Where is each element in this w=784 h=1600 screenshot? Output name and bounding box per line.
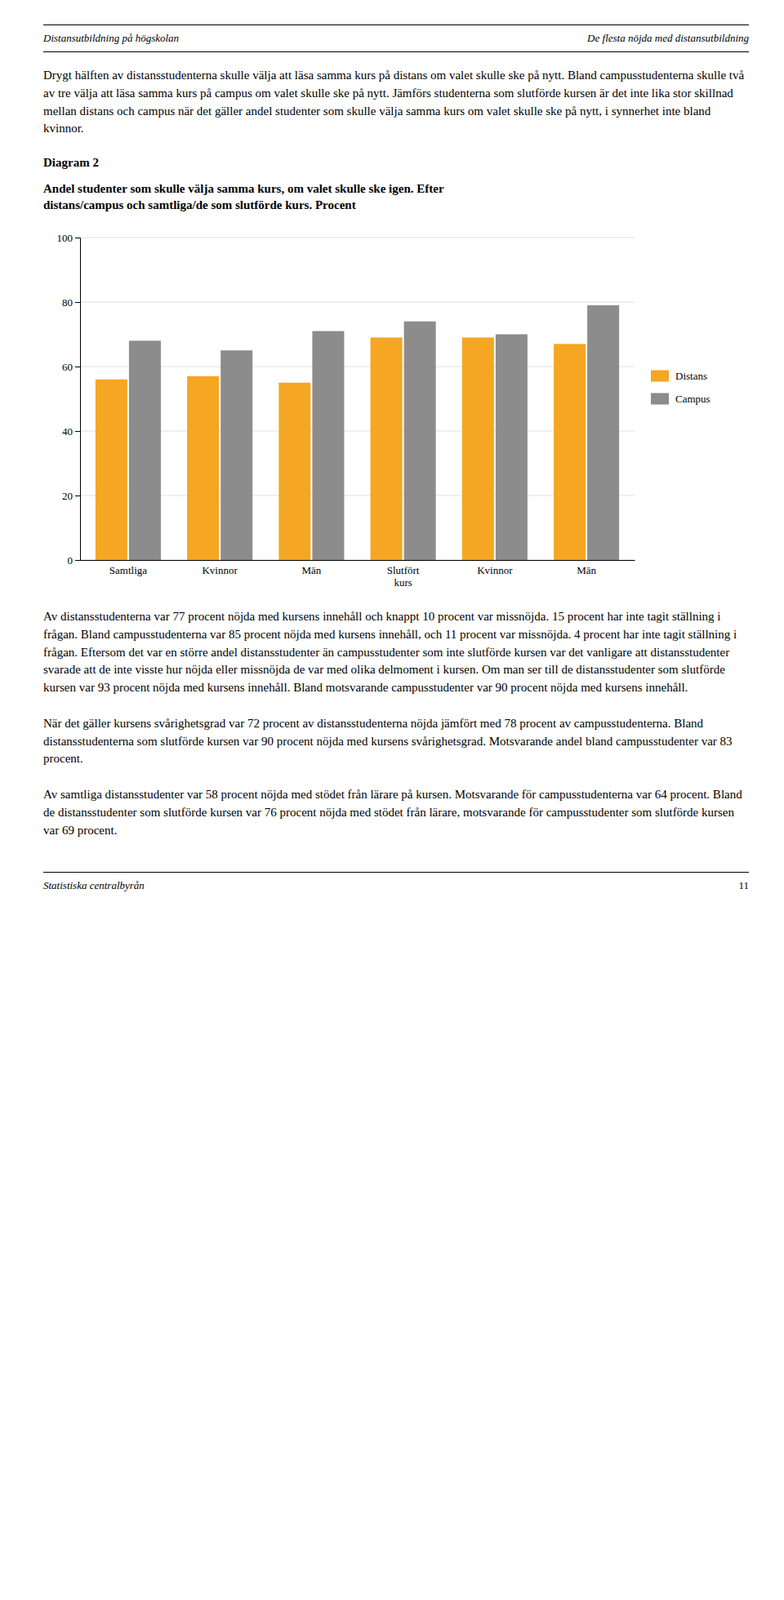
bar	[311, 331, 344, 561]
x-tick: Män	[301, 564, 321, 577]
grid-line	[80, 302, 635, 303]
y-axis: 0 20 40 60 80 100	[57, 231, 81, 567]
y-tick-label: 20	[62, 490, 73, 503]
x-tick: Män	[576, 564, 597, 577]
legend-swatch	[650, 370, 669, 383]
y-tick-label: 40	[62, 425, 73, 438]
y-tick: 100	[57, 231, 81, 245]
grid-line	[80, 431, 635, 433]
y-tick-label: 60	[62, 360, 73, 374]
x-tick: Slutförtkurs	[387, 564, 420, 589]
x-tick-label: Samtliga	[109, 564, 147, 577]
bar	[462, 337, 495, 561]
y-axis-line	[75, 238, 81, 562]
header-left: Distansutbildning på högskolan	[43, 31, 179, 45]
x-tick-label-line: Samtliga	[109, 564, 147, 577]
legend: Distans Campus	[650, 369, 711, 406]
x-axis-line	[80, 560, 636, 562]
header: Distansutbildning på högskolan De flesta …	[43, 24, 749, 53]
y-tick-label: 0	[67, 554, 74, 567]
bar	[187, 376, 219, 561]
x-axis: Samtliga Kvinnor Män Slutförtkurs Kvinnor Män	[80, 561, 636, 590]
body-text: Av samtliga distansstudenter var 58 proc…	[43, 786, 749, 840]
y-tick: 40	[62, 425, 81, 438]
grid-line	[80, 560, 635, 562]
legend-item: Distans	[650, 369, 708, 383]
diagram-label: Diagram 2	[43, 155, 749, 170]
bar	[495, 334, 528, 562]
legend-swatch	[650, 393, 669, 406]
header-right: De flesta nöjda med distansutbildning	[587, 31, 749, 45]
body-text: Av distansstudenterna var 77 procent nöj…	[43, 608, 749, 698]
y-tick-mark	[75, 495, 81, 497]
x-tick: Kvinnor	[476, 564, 513, 577]
x-tick-label-line: kurs	[393, 576, 412, 589]
x-tick-label-line: Kvinnor	[201, 564, 238, 577]
y-tick: 0	[67, 554, 81, 567]
bars	[95, 305, 620, 561]
footer-right: 11	[738, 879, 749, 893]
y-tick-mark	[75, 366, 81, 368]
x-tick-label: Slutförtkurs	[387, 564, 420, 589]
bar	[129, 340, 161, 561]
y-tick-label: 100	[57, 231, 74, 245]
bar	[553, 343, 586, 561]
grid-line	[80, 495, 635, 497]
legend-label: Distans	[675, 369, 708, 383]
legend-item: Campus	[650, 392, 711, 406]
bar	[278, 383, 311, 561]
bar	[95, 379, 128, 561]
y-tick-label: 80	[62, 296, 73, 309]
legend-label: Campus	[675, 392, 711, 406]
footer-left: Statistiska centralbyrån	[43, 879, 145, 893]
grid-line	[80, 237, 635, 239]
intro-text: Drygt hälften av distansstudenterna skul…	[43, 66, 749, 139]
x-tick-label: Kvinnor	[476, 564, 513, 577]
y-tick-mark	[75, 302, 81, 303]
bar	[370, 337, 403, 561]
grid	[80, 237, 635, 561]
y-tick: 20	[62, 490, 81, 503]
x-tick-label-line: Män	[301, 564, 321, 577]
x-tick-label-line: Slutfört	[387, 564, 420, 577]
y-tick: 80	[62, 296, 81, 309]
y-tick-mark	[75, 560, 81, 562]
bar	[404, 321, 437, 561]
x-tick-label-line: Kvinnor	[476, 564, 513, 577]
x-tick-label: Kvinnor	[201, 564, 238, 577]
y-tick: 60	[62, 360, 81, 374]
grid-line	[80, 366, 635, 368]
page: Distansutbildning på högskolan De flesta …	[43, 0, 749, 900]
chart-title: Andel studenter som skulle välja samma k…	[43, 181, 749, 214]
y-tick-mark	[75, 431, 81, 433]
plot: 0 20 40 60 80 100 Samtliga Kvinnor Män Slutförtku…	[57, 231, 636, 590]
chart: 0 20 40 60 80 100 Samtliga Kvinnor Män Slutförtku…	[43, 221, 749, 606]
x-tick-label-line: Män	[576, 564, 597, 577]
bar	[220, 350, 253, 561]
bar	[587, 305, 620, 561]
x-tick: Kvinnor	[201, 564, 238, 577]
footer: Statistiska centralbyrån 11	[43, 872, 749, 900]
x-tick-label: Män	[301, 564, 321, 577]
body-text: När det gäller kursens svårighetsgrad va…	[43, 715, 749, 769]
y-tick-mark	[75, 237, 81, 239]
series	[129, 305, 620, 561]
x-tick: Samtliga	[109, 564, 147, 577]
x-tick-label: Män	[576, 564, 597, 577]
